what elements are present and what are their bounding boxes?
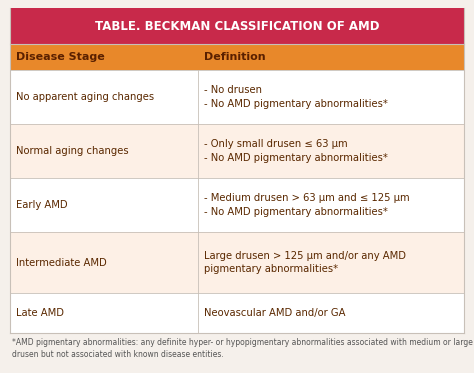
Text: - No drusen
- No AMD pigmentary abnormalities*: - No drusen - No AMD pigmentary abnormal… (204, 85, 388, 109)
Text: Late AMD: Late AMD (16, 308, 64, 318)
Bar (10, 124, 464, 178)
Text: - Medium drusen > 63 μm and ≤ 125 μm
- No AMD pigmentary abnormalities*: - Medium drusen > 63 μm and ≤ 125 μm - N… (204, 194, 410, 217)
Text: Normal aging changes: Normal aging changes (16, 146, 128, 156)
Bar (10, 70, 464, 124)
Text: No apparent aging changes: No apparent aging changes (16, 92, 154, 102)
Text: Neovascular AMD and/or GA: Neovascular AMD and/or GA (204, 308, 346, 318)
Bar (10, 178, 464, 232)
Bar (10, 8, 464, 44)
Text: Large drusen > 125 μm and/or any AMD
pigmentary abnormalities*: Large drusen > 125 μm and/or any AMD pig… (204, 251, 406, 274)
Text: - Only small drusen ≤ 63 μm
- No AMD pigmentary abnormalities*: - Only small drusen ≤ 63 μm - No AMD pig… (204, 140, 388, 163)
Text: Definition: Definition (204, 52, 266, 62)
Bar (10, 232, 464, 293)
Bar (10, 44, 464, 70)
Text: TABLE. BECKMAN CLASSIFICATION OF AMD: TABLE. BECKMAN CLASSIFICATION OF AMD (95, 19, 379, 32)
Text: Early AMD: Early AMD (16, 200, 68, 210)
Bar (10, 293, 464, 333)
Text: Disease Stage: Disease Stage (16, 52, 105, 62)
Text: Intermediate AMD: Intermediate AMD (16, 257, 107, 267)
Text: *AMD pigmentary abnormalities: any definite hyper- or hypopigmentary abnormaliti: *AMD pigmentary abnormalities: any defin… (12, 338, 473, 359)
